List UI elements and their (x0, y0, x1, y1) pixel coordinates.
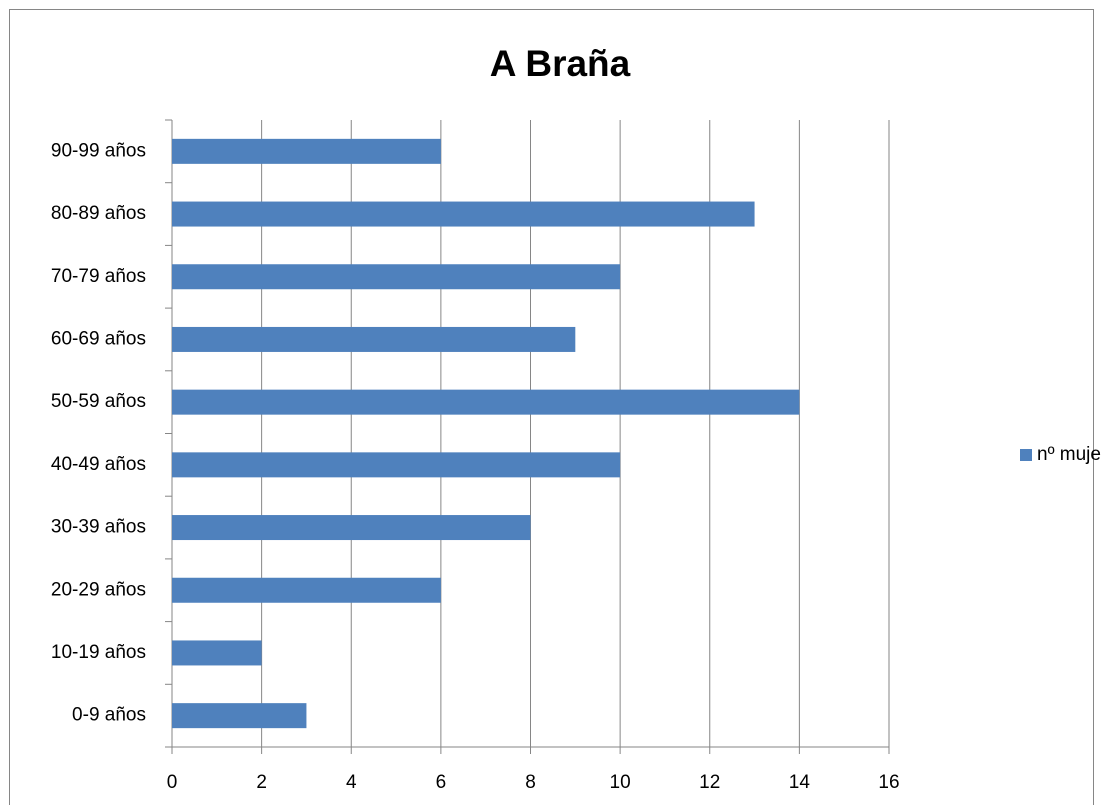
y-tick-label: 60-69 años (51, 328, 146, 349)
y-tick-label: 70-79 años (51, 266, 146, 287)
bar (172, 577, 441, 603)
x-tick-label: 14 (789, 772, 811, 793)
x-tick-label: 4 (346, 772, 357, 793)
bar (172, 452, 621, 478)
bar (172, 640, 262, 666)
legend-swatch (1020, 449, 1032, 461)
x-tick-label: 6 (436, 772, 447, 793)
chart-title: A Braña (490, 43, 631, 84)
x-tick-label: 0 (167, 772, 178, 793)
x-tick-label: 8 (525, 772, 536, 793)
y-tick-label: 80-89 años (51, 203, 146, 224)
bar (172, 326, 576, 352)
x-tick-label: 2 (256, 772, 267, 793)
y-tick-label: 50-59 años (51, 391, 146, 412)
bar (172, 703, 307, 729)
y-tick-label: 30-39 años (51, 517, 146, 538)
x-tick-label: 10 (610, 772, 631, 793)
bar (172, 138, 441, 164)
x-tick-label: 12 (699, 772, 720, 793)
y-tick-label: 0-9 años (72, 705, 146, 726)
y-tick-label: 40-49 años (51, 454, 146, 475)
bar (172, 264, 621, 290)
bar (172, 201, 755, 227)
y-tick-label: 10-19 años (51, 642, 146, 663)
legend-label: nº mujeres (1037, 444, 1102, 465)
y-tick-label: 20-29 años (51, 579, 146, 600)
bar (172, 389, 800, 415)
x-tick-label: 16 (878, 772, 899, 793)
bar (172, 515, 531, 541)
y-tick-label: 90-99 años (51, 140, 146, 161)
